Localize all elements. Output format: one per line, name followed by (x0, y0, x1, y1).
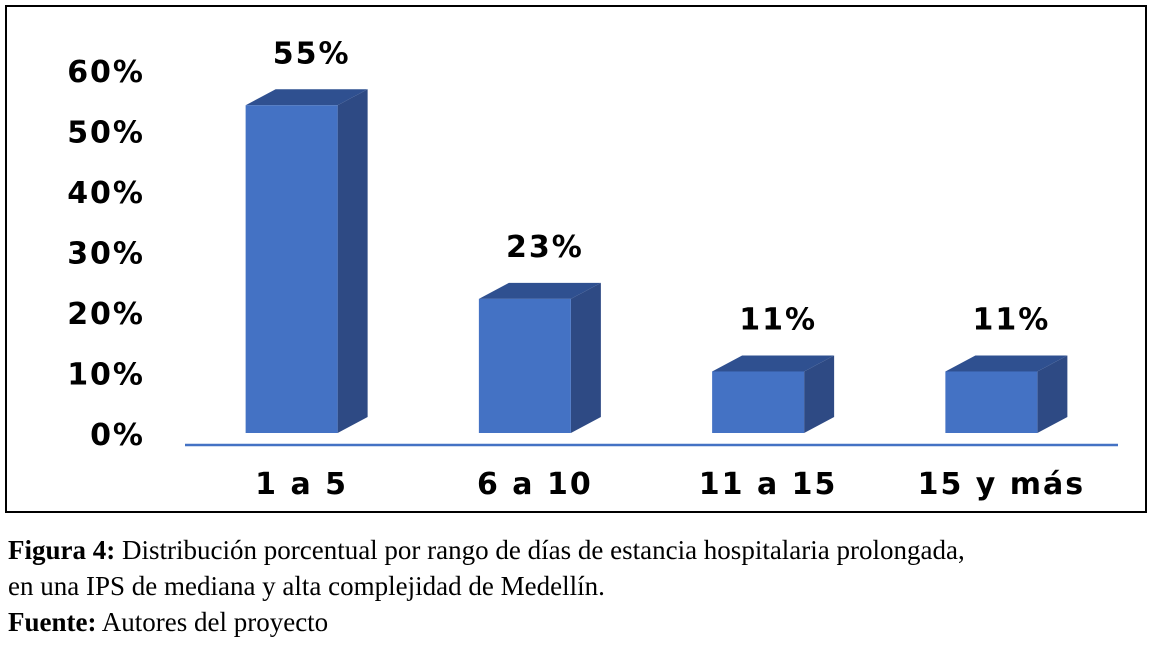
bar-side (337, 89, 368, 433)
y-tick-label: 30% (67, 237, 145, 272)
bar-front (478, 298, 571, 433)
y-tick-label: 50% (67, 116, 145, 151)
data-labels: 55% 23% 11% 11% (273, 36, 1050, 337)
figure-text-line-2: en una IPS de mediana y alta complejidad… (8, 571, 605, 601)
category-label: 11 a 15 (699, 467, 838, 502)
y-axis-ticks: 0% 10% 20% 30% 40% 50% 60% (67, 55, 145, 453)
bar (245, 89, 368, 433)
caption-line-2: en una IPS de mediana y alta complejidad… (8, 568, 1170, 604)
category-labels: 1 a 5 6 a 10 11 a 15 15 y más (255, 467, 1086, 502)
figure-caption: Figura 4: Distribución porcentual por ra… (8, 532, 1170, 640)
bar (945, 355, 1068, 433)
bar-front (945, 371, 1038, 433)
y-tick-label: 0% (90, 418, 145, 453)
y-tick-label: 10% (67, 358, 145, 393)
category-label: 15 y más (918, 467, 1086, 502)
source-text: Autores del proyecto (96, 607, 329, 637)
data-label: 11% (739, 302, 817, 337)
bar-top (712, 355, 835, 372)
source-label: Fuente: (8, 607, 97, 637)
bar-side (804, 355, 835, 433)
data-label: 23% (506, 230, 584, 265)
figure-text-line-1: Distribución porcentual por rango de día… (115, 535, 965, 565)
category-label: 6 a 10 (477, 467, 593, 502)
bar-top (945, 355, 1068, 372)
caption-line-3: Fuente: Autores del proyecto (8, 604, 1170, 640)
data-label: 11% (972, 302, 1050, 337)
bar (712, 355, 835, 433)
data-label: 55% (273, 36, 351, 71)
bar-top (245, 89, 368, 106)
bar (478, 282, 601, 433)
y-tick-label: 40% (67, 176, 145, 211)
y-tick-label: 60% (67, 55, 145, 90)
caption-line-1: Figura 4: Distribución porcentual por ra… (8, 532, 1170, 568)
category-label: 1 a 5 (255, 467, 348, 502)
bars (245, 89, 1068, 433)
figure-label: Figura 4: (8, 535, 116, 565)
bar-side (570, 282, 601, 433)
bar-front (245, 105, 338, 433)
bar-top (478, 282, 601, 299)
bar-front (712, 371, 805, 433)
bar-side (1037, 355, 1068, 433)
y-tick-label: 20% (67, 297, 145, 332)
